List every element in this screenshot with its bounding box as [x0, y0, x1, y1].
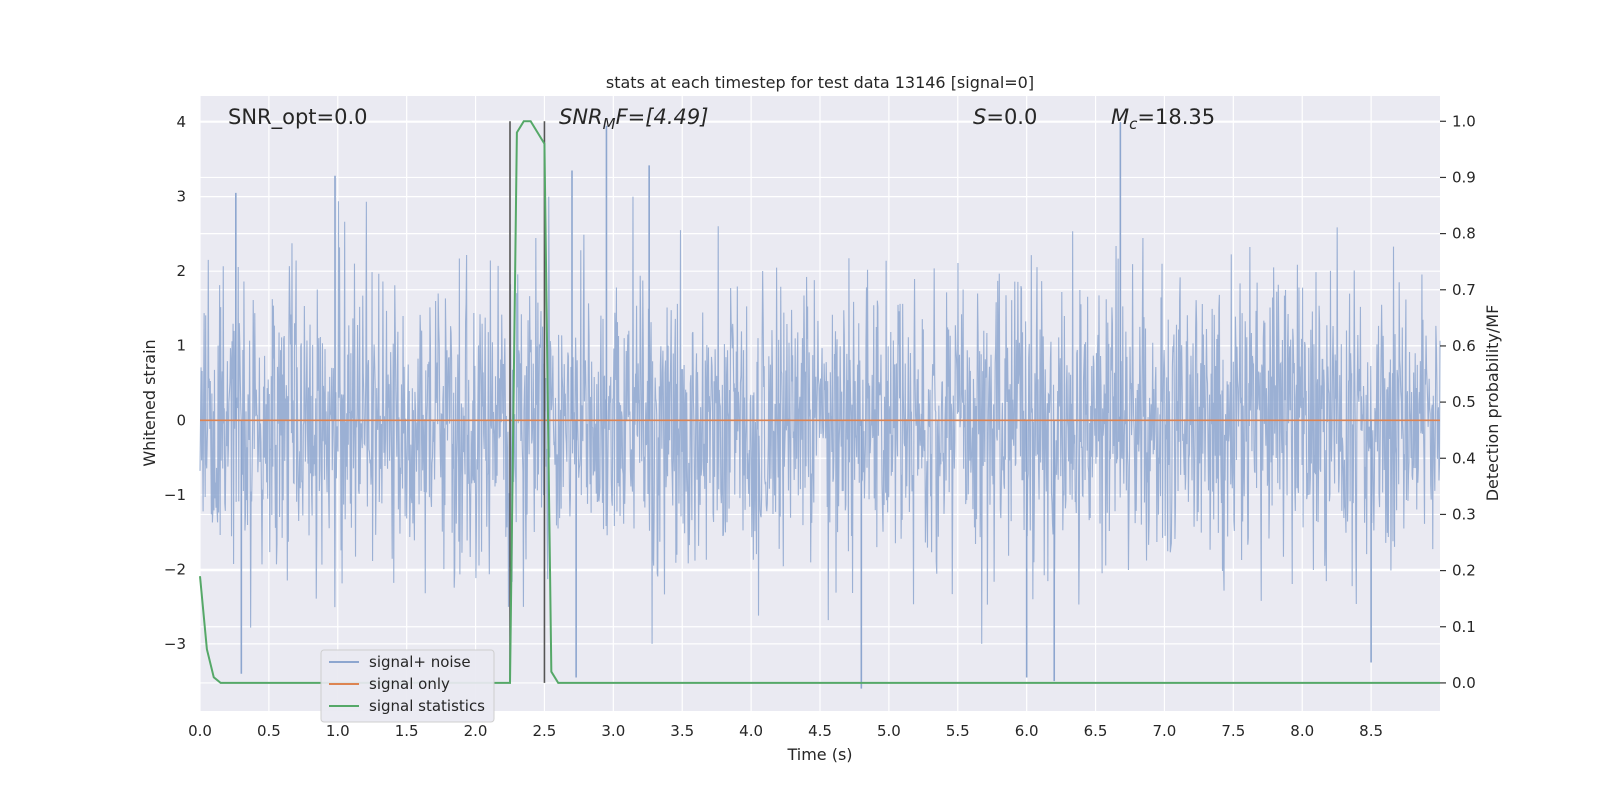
y2-axis-label: Detection probability/MF — [1483, 305, 1502, 502]
annotation-snr-opt: SNR_opt=0.0 — [228, 105, 368, 130]
y-tick-label: 2 — [176, 262, 186, 280]
y2-tick-label: 0.4 — [1452, 449, 1476, 467]
x-tick-label: 7.0 — [1153, 722, 1177, 740]
annotation-mc: Mc=18.35 — [1111, 105, 1215, 133]
annotation-snr-mf-rest: F=[4.49] — [616, 105, 709, 129]
y2-tick-label: 0.0 — [1452, 674, 1476, 692]
y-tick-label: −1 — [164, 486, 186, 504]
x-tick-label: 1.5 — [395, 722, 419, 740]
x-tick-label: 1.0 — [326, 722, 350, 740]
annotation-snr-mf-sub: M — [603, 115, 616, 133]
y2-tick-label: 1.0 — [1452, 112, 1476, 130]
x-tick-label: 2.0 — [464, 722, 488, 740]
y2-tick-label: 0.9 — [1452, 168, 1476, 186]
y-axis-label: Whitened strain — [140, 339, 159, 466]
y2-tick-label: 0.2 — [1452, 562, 1476, 580]
noise-trace — [199, 196, 1441, 644]
y-tick-label: 4 — [176, 113, 186, 131]
legend-label-signal-noise: signal+ noise — [369, 653, 471, 671]
y2-tick-label: 0.6 — [1452, 337, 1476, 355]
annotation-mc-rest: =18.35 — [1137, 105, 1215, 129]
legend: signal+ noise signal only signal statist… — [320, 649, 495, 723]
x-tick-label: 3.0 — [601, 722, 625, 740]
annotation-mc-sub: c — [1129, 115, 1138, 133]
annotation-s: S=0.0 — [973, 105, 1037, 129]
x-tick-label: 4.0 — [739, 722, 763, 740]
annotation-snr-mf: SNRMF=[4.49] — [559, 105, 708, 133]
x-tick-label: 5.0 — [877, 722, 901, 740]
line-series — [199, 120, 1440, 684]
y-tick-label: 1 — [176, 337, 186, 355]
series-signal-statistics — [199, 120, 1440, 684]
series-signal-noise — [199, 122, 1441, 689]
y2-tick-label: 0.8 — [1452, 225, 1476, 243]
legend-label-signal-statistics: signal statistics — [369, 697, 485, 715]
y-tick-label: 3 — [176, 188, 186, 206]
x-tick-label: 8.0 — [1290, 722, 1314, 740]
x-tick-label: 7.5 — [1221, 722, 1245, 740]
x-tick-label: 8.5 — [1359, 722, 1383, 740]
x-tick-label: 4.5 — [808, 722, 832, 740]
x-axis-label: Time (s) — [786, 745, 852, 764]
y-tick-label: 0 — [176, 411, 186, 429]
y2-tick-label: 0.7 — [1452, 281, 1476, 299]
chart-title: stats at each timestep for test data 131… — [606, 73, 1034, 92]
x-tick-label: 2.5 — [533, 722, 557, 740]
annotation-s-rest: =0.0 — [986, 105, 1037, 129]
legend-box — [320, 649, 495, 723]
y2-tick-label: 0.1 — [1452, 618, 1476, 636]
annotation-mc-main: M — [1111, 105, 1129, 129]
x-tick-label: 6.5 — [1084, 722, 1108, 740]
x-tick-label: 0.5 — [257, 722, 281, 740]
x-tick-label: 0.0 — [188, 722, 212, 740]
x-tick-label: 6.0 — [1015, 722, 1039, 740]
annotation-s-main: S — [973, 105, 986, 129]
x-tick-label: 5.5 — [946, 722, 970, 740]
annotation-snr-mf-main: SNR — [559, 105, 603, 129]
ticks: 0.0 0.5 1.0 1.5 2.0 2.5 3.0 3.5 4.0 4.5 5.0 5.5 6.0 6… — [164, 112, 1476, 740]
y2-tick-label: 0.3 — [1452, 505, 1476, 523]
y2-tick-label: 0.5 — [1452, 393, 1476, 411]
y-tick-label: −2 — [164, 560, 186, 578]
x-tick-label: 3.5 — [670, 722, 694, 740]
legend-label-signal-only: signal only — [369, 675, 450, 693]
y-tick-label: −3 — [164, 635, 186, 653]
